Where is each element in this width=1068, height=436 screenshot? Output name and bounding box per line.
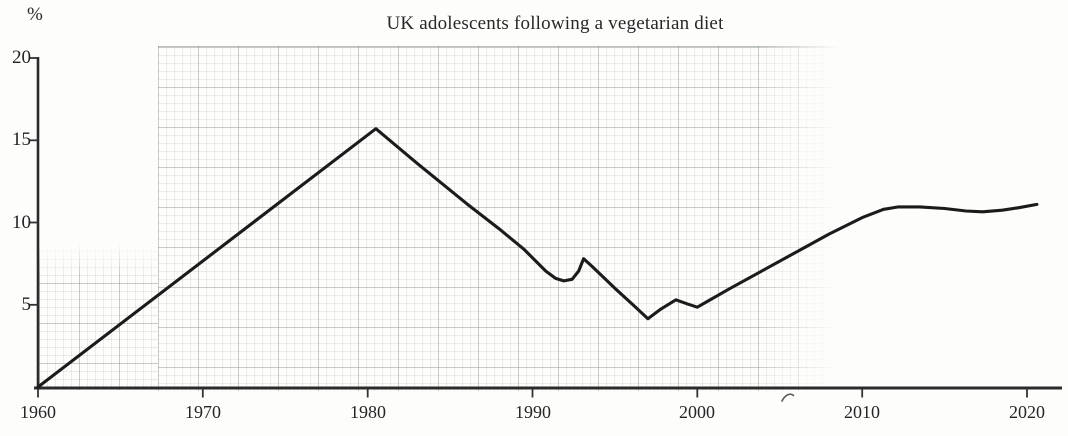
x-tick-label-1980: 1980 — [350, 402, 386, 422]
x-tick-label-1990: 1990 — [515, 402, 551, 422]
x-tick-label-2000: 2000 — [679, 402, 715, 422]
y-tick-label-10: 10 — [12, 212, 31, 233]
y-tick-label-15: 15 — [12, 129, 31, 150]
y-tick-label-20: 20 — [12, 47, 31, 68]
vegetarian-series-line — [36, 127, 1039, 389]
y-tick-label-5: 5 — [21, 294, 32, 315]
stray-scan-mark — [781, 393, 795, 402]
x-tick-label-1970: 1970 — [185, 402, 221, 422]
x-tick-label-1960: 1960 — [20, 402, 56, 422]
chart-title: UK adolescents following a vegetarian di… — [386, 13, 724, 34]
x-tick-label-2010: 2010 — [844, 402, 880, 422]
y-axis-unit-label: % — [27, 4, 43, 25]
x-tick-label-2020: 2020 — [1009, 402, 1045, 422]
